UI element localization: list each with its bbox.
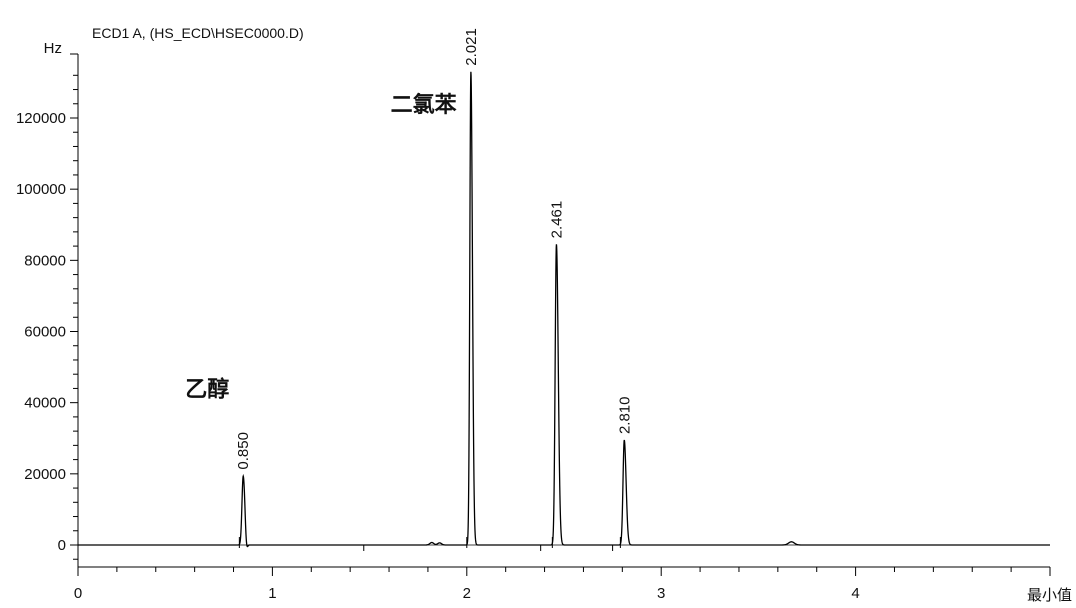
y-tick-label: 60000 (24, 324, 66, 341)
y-tick-label: 80000 (24, 252, 66, 269)
chromatogram-trace (78, 71, 1050, 548)
x-tick-label: 0 (74, 585, 82, 602)
labels: 0.850 2.021 2.461 2.810 乙醇 二氯苯 (185, 28, 633, 469)
peak-label: 2.021 (463, 28, 480, 66)
peak-label: 2.810 (616, 396, 633, 434)
y-tick-label: 0 (58, 537, 66, 554)
x-tick-label: 2 (463, 585, 471, 602)
x-tick-label: 4 (851, 585, 859, 602)
x-tick-label: 3 (657, 585, 665, 602)
y-tick-label: 20000 (24, 466, 66, 483)
peak-label: 0.850 (235, 432, 252, 470)
x-axis-label: 最小值 (1027, 587, 1072, 604)
ticks: 0 20000 40000 60000 80000 100000 120000 0 1 2 3 4 (16, 53, 1051, 602)
compound-label: 二氯苯 (391, 92, 458, 118)
y-axis-label: Hz (44, 40, 62, 57)
peak-label: 2.461 (548, 201, 565, 239)
compound-label: 乙醇 (185, 376, 229, 402)
y-tick-label: 40000 (24, 395, 66, 412)
y-tick-label: 120000 (16, 110, 66, 127)
chart-title: ECD1 A, (HS_ECD\HSEC0000.D) (92, 25, 304, 41)
axes (77, 54, 1050, 568)
y-tick-label: 100000 (16, 181, 66, 198)
x-tick-label: 1 (268, 585, 276, 602)
